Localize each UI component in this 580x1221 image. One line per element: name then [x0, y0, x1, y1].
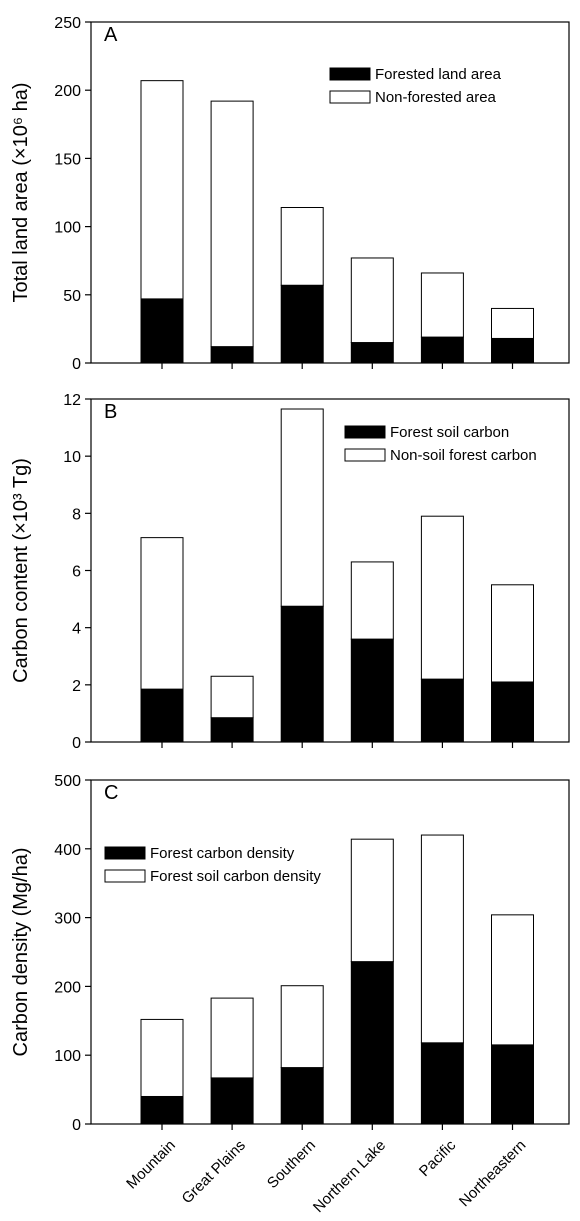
y-tick-label: 250	[54, 15, 81, 32]
legend-swatch	[104, 846, 146, 860]
y-axis-label: Carbon density (Mg/ha)	[10, 848, 32, 1057]
y-axis-label: Carbon content (×10³ Tg)	[10, 458, 32, 683]
bar-upper	[140, 80, 184, 300]
y-tick-label: 2	[72, 678, 81, 695]
x-category-label: Great Plains	[179, 1137, 249, 1207]
bar-lower	[350, 961, 394, 1125]
bar-lower	[420, 678, 464, 743]
y-tick-label: 8	[72, 506, 81, 523]
bar-upper	[280, 985, 324, 1069]
y-tick-label: 10	[63, 449, 81, 466]
legend-label: Non-soil forest carbon	[390, 447, 537, 464]
bar-lower	[420, 1042, 464, 1125]
bar-upper	[350, 561, 394, 640]
y-tick-label: 300	[54, 911, 81, 928]
legend-swatch	[329, 90, 371, 104]
plot-frame	[90, 779, 570, 1125]
bar-lower	[280, 284, 324, 364]
bar-lower	[420, 336, 464, 364]
y-tick-label: 200	[54, 979, 81, 996]
bar-lower	[140, 688, 184, 743]
y-tick-label: 0	[72, 356, 81, 373]
bar-lower	[210, 1077, 254, 1125]
bar-lower	[210, 346, 254, 364]
bar-upper	[350, 257, 394, 344]
bar-upper	[420, 834, 464, 1044]
bar-upper	[491, 914, 534, 1046]
bar-lower	[140, 298, 184, 364]
bar-lower	[280, 1067, 324, 1125]
bar-upper	[210, 675, 254, 719]
bar-upper	[280, 207, 324, 286]
bar-lower	[491, 1044, 534, 1125]
panel-label: C	[104, 782, 118, 804]
y-tick-label: 6	[72, 564, 81, 581]
bar-upper	[210, 100, 254, 348]
y-tick-label: 4	[72, 621, 81, 638]
legend-swatch	[329, 67, 371, 81]
x-category-label: Northern Lake	[310, 1137, 389, 1216]
legend-label: Forested land area	[375, 66, 502, 83]
y-tick-label: 400	[54, 842, 81, 859]
y-axis-label: Total land area (×10⁶ ha)	[10, 82, 32, 302]
x-category-label: Northeastern	[456, 1137, 529, 1210]
y-tick-label: 0	[72, 735, 81, 752]
bar-lower	[140, 1095, 184, 1125]
y-tick-label: 50	[63, 288, 81, 305]
bar-upper	[140, 537, 184, 690]
legend-swatch	[104, 869, 146, 883]
panel-label: A	[104, 24, 118, 46]
bar-lower	[280, 605, 324, 743]
x-category-label: Mountain	[123, 1137, 179, 1193]
bar-lower	[350, 638, 394, 743]
x-category-label: Southern	[264, 1137, 319, 1192]
bar-lower	[210, 717, 254, 743]
panel-label: B	[104, 401, 117, 423]
legend-label: Forest soil carbon density	[150, 868, 321, 885]
y-tick-label: 100	[54, 1048, 81, 1065]
bar-upper	[420, 272, 464, 338]
bar-upper	[210, 997, 254, 1079]
bar-upper	[280, 408, 324, 607]
y-tick-label: 150	[54, 151, 81, 168]
bar-lower	[491, 681, 534, 743]
y-tick-label: 12	[63, 392, 81, 409]
bar-upper	[491, 307, 534, 339]
y-tick-label: 100	[54, 220, 81, 237]
legend-label: Non-forested area	[375, 89, 497, 106]
bar-upper	[420, 515, 464, 680]
x-category-label: Pacific	[416, 1136, 460, 1180]
bar-upper	[140, 1018, 184, 1097]
legend-label: Forest soil carbon	[390, 424, 509, 441]
y-tick-label: 200	[54, 83, 81, 100]
legend-swatch	[344, 448, 386, 462]
legend-swatch	[344, 425, 386, 439]
bar-upper	[350, 838, 394, 963]
bar-upper	[491, 584, 534, 683]
plot-frame	[90, 21, 570, 364]
y-tick-label: 0	[72, 1117, 81, 1134]
bar-lower	[491, 337, 534, 364]
y-tick-label: 500	[54, 773, 81, 790]
legend-label: Forest carbon density	[150, 845, 295, 862]
bar-lower	[350, 342, 394, 364]
